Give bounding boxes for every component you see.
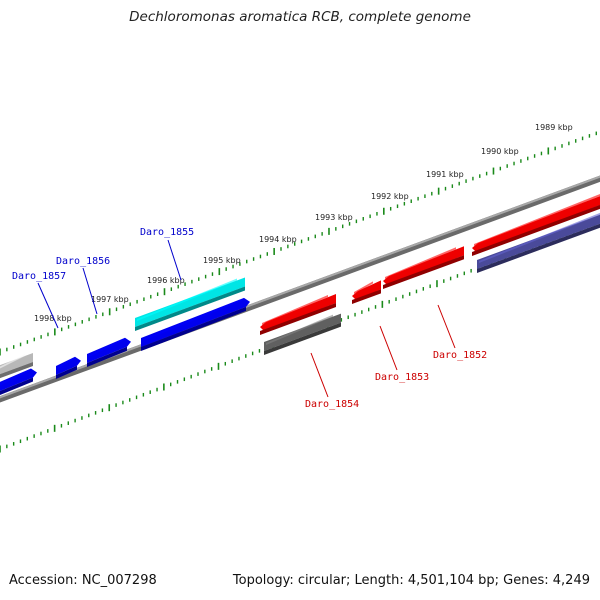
gene-highlight[interactable] bbox=[474, 193, 600, 246]
genome-backbone bbox=[0, 175, 600, 403]
gene-highlight[interactable] bbox=[143, 298, 242, 341]
scale-label: 1997 kbp bbox=[91, 295, 129, 304]
gene-label-daro-1852-leader bbox=[437, 304, 456, 349]
page-title: Dechloromonas aromatica RCB, complete ge… bbox=[129, 9, 471, 25]
gene-label-daro-1857-leader bbox=[37, 282, 59, 329]
scale-label: 1998 kbp bbox=[34, 314, 72, 323]
gene-shadow[interactable] bbox=[264, 322, 341, 355]
gene-face[interactable] bbox=[87, 337, 131, 363]
gene-face[interactable] bbox=[264, 313, 341, 351]
scale-label: 1991 kbp bbox=[426, 170, 464, 179]
gene-highlight[interactable] bbox=[266, 314, 333, 345]
gene-shadow[interactable] bbox=[141, 306, 246, 351]
gene-dark-gray[interactable] bbox=[264, 313, 341, 355]
gene-highlight[interactable] bbox=[0, 354, 25, 370]
gene-highlight[interactable] bbox=[479, 212, 600, 263]
gene-highlight[interactable] bbox=[262, 295, 328, 325]
scale-label: 1993 kbp bbox=[315, 213, 353, 222]
gene-face[interactable] bbox=[0, 368, 37, 393]
gene-highlight[interactable] bbox=[89, 338, 123, 357]
scale-ticks bbox=[0, 131, 597, 453]
gene-face[interactable] bbox=[352, 280, 381, 300]
gene-label-daro-1852: Daro_1852 bbox=[433, 350, 487, 361]
gene-face[interactable] bbox=[477, 211, 600, 269]
gene-blue-1855[interactable] bbox=[141, 297, 250, 351]
scale-label: 1994 kbp bbox=[259, 235, 297, 244]
gene-label-daro-1855-leader bbox=[167, 239, 182, 281]
gene-label-daro-1856-leader bbox=[82, 267, 98, 315]
gene-face[interactable] bbox=[56, 356, 81, 375]
gene-shadow[interactable] bbox=[352, 289, 381, 304]
gene-blue-1856[interactable] bbox=[87, 337, 131, 367]
gene-label-daro-1854: Daro_1854 bbox=[305, 399, 359, 410]
gene-shadow[interactable] bbox=[260, 303, 336, 335]
gene-face[interactable] bbox=[472, 192, 600, 252]
gene-light-gray[interactable] bbox=[0, 353, 33, 380]
gene-red-1854[interactable] bbox=[260, 294, 336, 335]
gene-label-daro-1853: Daro_1853 bbox=[375, 372, 429, 383]
gene-shadow[interactable] bbox=[477, 220, 600, 273]
gene-red-1853[interactable] bbox=[352, 280, 381, 304]
gene-highlight[interactable] bbox=[58, 357, 73, 369]
gene-blue-1857[interactable] bbox=[56, 356, 81, 379]
gene-shadow[interactable] bbox=[472, 201, 600, 256]
gene-shadow[interactable] bbox=[0, 362, 33, 380]
gene-shadow[interactable] bbox=[383, 255, 464, 289]
gene-navy[interactable] bbox=[477, 211, 600, 273]
gene-label-daro-1856: Daro_1856 bbox=[56, 256, 110, 267]
scale-label: 1995 kbp bbox=[203, 256, 241, 265]
gene-highlight[interactable] bbox=[385, 247, 456, 279]
scale-label: 1989 kbp bbox=[535, 123, 573, 132]
gene-face[interactable] bbox=[141, 297, 250, 347]
scale-label: 1990 kbp bbox=[481, 147, 519, 156]
gene-face[interactable] bbox=[260, 294, 336, 331]
gene-red-mid[interactable] bbox=[383, 246, 464, 289]
gene-shadow[interactable] bbox=[0, 377, 33, 397]
labels: 1989 kbp 1990 kbp 1991 kbp 1992 kbp 1993 kbp… bbox=[12, 123, 573, 410]
gene-highlight[interactable] bbox=[354, 281, 373, 294]
gene-label-daro-1855: Daro_1855 bbox=[140, 227, 194, 238]
gene-label-daro-1854-leader bbox=[310, 352, 329, 398]
gene-features[interactable] bbox=[0, 173, 600, 403]
gene-blue-1858[interactable] bbox=[0, 368, 37, 397]
gene-face[interactable] bbox=[135, 277, 245, 327]
gene-shadow[interactable] bbox=[56, 365, 77, 379]
gene-highlight[interactable] bbox=[137, 278, 237, 321]
gene-shadow[interactable] bbox=[87, 346, 127, 367]
gene-label-daro-1853-leader bbox=[379, 325, 398, 371]
accession-text: Accession: NC_007298 bbox=[9, 573, 157, 588]
genome-summary-text: Topology: circular; Length: 4,501,104 bp… bbox=[232, 573, 590, 588]
gene-cyan[interactable] bbox=[135, 277, 245, 331]
gene-red-1852[interactable] bbox=[472, 192, 600, 256]
gene-highlight[interactable] bbox=[0, 369, 29, 387]
gene-shadow[interactable] bbox=[135, 286, 245, 331]
gene-face[interactable] bbox=[383, 246, 464, 285]
gene-face[interactable] bbox=[0, 353, 33, 376]
scale-label: 1996 kbp bbox=[147, 276, 185, 285]
scale-label: 1992 kbp bbox=[371, 192, 409, 201]
gene-label-daro-1857: Daro_1857 bbox=[12, 271, 66, 282]
